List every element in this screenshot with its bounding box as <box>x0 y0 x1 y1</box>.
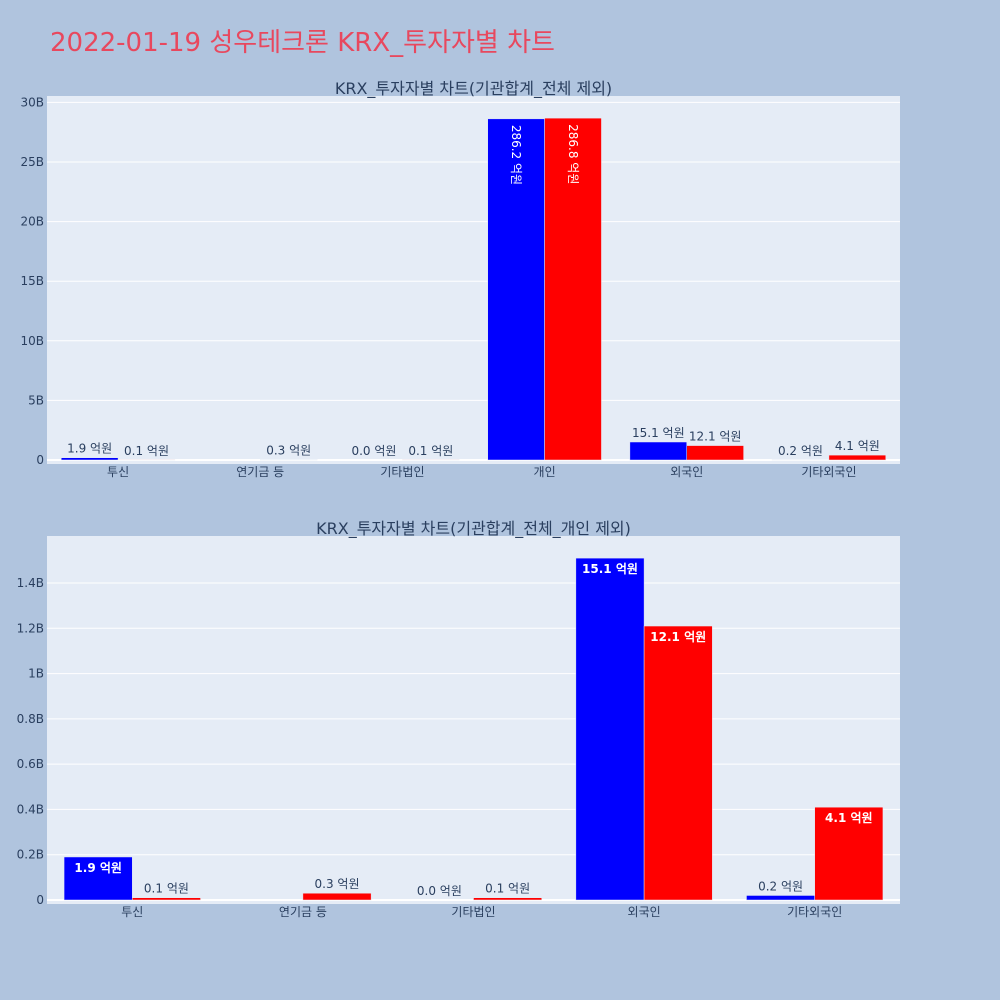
data-label: 1.9 억원 <box>67 442 112 456</box>
x-tick-label: 외국인 <box>670 465 703 479</box>
x-tick-label: 기타외국인 <box>787 905 842 919</box>
page-title: 2022-01-19 성우테크론 KRX_투자자별 차트 <box>50 28 555 58</box>
data-label: 12.1 억원 <box>689 430 742 444</box>
y-tick-label: 1B <box>28 667 44 681</box>
bar[interactable] <box>629 441 688 461</box>
x-tick-label: 기타외국인 <box>801 465 856 479</box>
y-tick-label: 15B <box>20 274 44 288</box>
data-label: 0.2 억원 <box>758 879 803 893</box>
x-tick-label: 개인 <box>534 465 556 479</box>
data-label: 0.1 억원 <box>144 882 189 896</box>
y-tick-label: 0.6B <box>17 757 44 771</box>
x-tick-label: 기타법인 <box>451 905 495 919</box>
data-label: 0.3 억원 <box>315 877 360 891</box>
plot-area <box>47 536 900 904</box>
x-tick-label: 연기금 등 <box>236 465 284 479</box>
chart-title: KRX_투자자별 차트(기관합계_전체 제외) <box>335 79 612 99</box>
data-label: 0.0 억원 <box>417 884 462 898</box>
bar[interactable] <box>643 625 713 901</box>
data-label: 0.1 억원 <box>124 444 169 458</box>
data-label: 286.2 억원 <box>509 125 523 185</box>
y-tick-label: 30B <box>20 95 44 109</box>
bar[interactable] <box>828 454 887 461</box>
y-tick-label: 0.2B <box>17 848 44 862</box>
bar[interactable] <box>302 892 372 901</box>
y-tick-label: 10B <box>20 334 44 348</box>
data-label: 15.1 억원 <box>582 562 638 576</box>
data-label: 1.9 억원 <box>74 861 122 875</box>
y-tick-label: 1.2B <box>17 621 44 635</box>
y-tick-label: 1.4B <box>17 576 44 590</box>
bar[interactable] <box>132 897 201 901</box>
data-label: 286.8 억원 <box>566 124 580 184</box>
bar[interactable] <box>487 118 545 461</box>
y-tick-label: 5B <box>28 393 44 407</box>
data-label: 0.1 억원 <box>408 444 453 458</box>
chart-title: KRX_투자자별 차트(기관합계_전체_개인 제외) <box>316 519 631 539</box>
y-tick-label: 0 <box>36 893 44 907</box>
bar[interactable] <box>686 445 744 461</box>
y-tick-label: 0 <box>36 453 44 467</box>
y-tick-label: 20B <box>20 215 44 229</box>
y-tick-label: 0.8B <box>17 712 44 726</box>
data-label: 4.1 억원 <box>825 811 873 825</box>
data-label: 0.1 억원 <box>485 882 530 896</box>
y-tick-label: 0.4B <box>17 802 44 816</box>
data-label: 12.1 억원 <box>650 630 706 644</box>
data-label: 15.1 억원 <box>632 426 685 440</box>
x-tick-label: 외국인 <box>628 905 661 919</box>
bar[interactable] <box>473 897 542 901</box>
bar[interactable] <box>60 457 119 461</box>
bar[interactable] <box>746 895 815 901</box>
data-label: 0.3 억원 <box>266 444 311 458</box>
x-tick-label: 투신 <box>107 465 129 479</box>
x-tick-label: 기타법인 <box>380 465 424 479</box>
bar[interactable] <box>814 806 884 901</box>
data-label: 4.1 억원 <box>835 439 880 453</box>
y-tick-label: 25B <box>20 155 44 169</box>
bar[interactable] <box>544 117 602 461</box>
data-label: 0.2 억원 <box>778 444 823 458</box>
data-label: 0.0 억원 <box>351 444 396 458</box>
x-tick-label: 투신 <box>121 905 143 919</box>
x-tick-label: 연기금 등 <box>279 905 327 919</box>
plot-area <box>47 96 900 464</box>
bar[interactable] <box>575 557 645 901</box>
bar[interactable] <box>63 856 133 901</box>
